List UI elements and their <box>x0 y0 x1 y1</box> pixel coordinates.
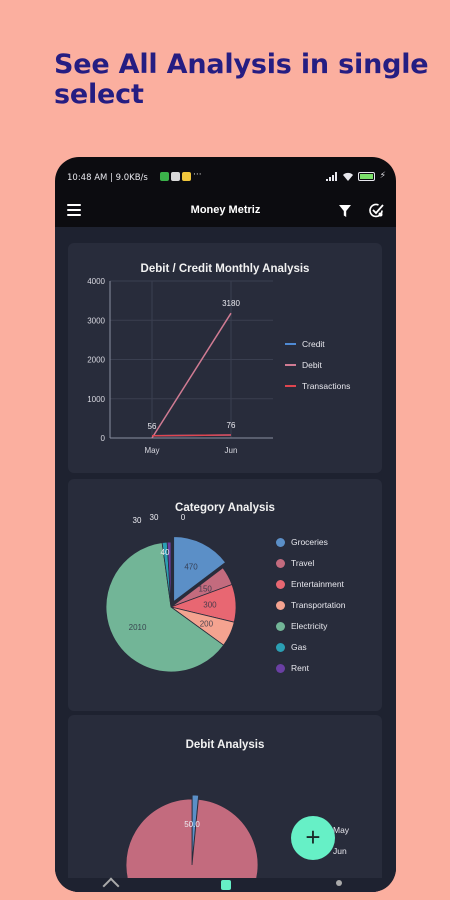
status-bar: 10:48 AM | 9.0KB/s ··· ⚡ <box>55 157 396 195</box>
debit-pie-value-label: 50.0 <box>184 820 200 829</box>
y-tick-label: 3000 <box>87 316 105 325</box>
x-tick-label: Jun <box>225 446 238 455</box>
nav-home-icon[interactable] <box>102 877 120 892</box>
debit-analysis-card: Debit Analysis 50.0 May Jun <box>68 715 382 892</box>
y-tick-label: 4000 <box>87 277 105 286</box>
notification-icon <box>182 172 191 181</box>
monthly-analysis-card: Debit / Credit Monthly Analysis 0 1000 200… <box>68 243 382 473</box>
signal-icon <box>325 171 337 181</box>
nav-profile-icon[interactable] <box>336 880 342 886</box>
legend-label: Gas <box>291 642 307 652</box>
legend-label: Electricity <box>291 621 328 631</box>
series-line-debit <box>151 312 232 439</box>
pie-slice-electricity <box>105 542 225 673</box>
legend-electricity: Electricity <box>276 621 327 631</box>
debit-card-title: Debit Analysis <box>185 739 265 751</box>
wifi-icon <box>342 172 353 181</box>
check-circle-icon[interactable] <box>368 202 385 219</box>
y-tick-label: 2000 <box>87 356 105 365</box>
legend-transactions-swatch <box>285 385 296 387</box>
legend-label: Transportation <box>291 600 346 610</box>
data-label: 56 <box>148 422 157 431</box>
notification-icon <box>171 172 180 181</box>
legend-rent: Rent <box>276 663 309 673</box>
legend-credit-swatch <box>285 343 296 345</box>
legend-entertainment: Entertainment <box>276 579 344 589</box>
pie-value-label: 2010 <box>129 623 147 632</box>
phone-frame: 10:48 AM | 9.0KB/s ··· ⚡ Money Metriz <box>55 157 396 892</box>
pie-value-label-gas: 40 <box>161 548 170 557</box>
category-card-title: Category Analysis <box>175 502 275 514</box>
data-label: 3180 <box>222 299 240 308</box>
monthly-card-title: Debit / Credit Monthly Analysis <box>140 263 310 275</box>
pie-outside-label: 30 <box>150 513 159 522</box>
legend-jun-label: Jun <box>333 846 347 856</box>
legend-transactions: Transactions <box>285 381 350 391</box>
legend-credit: Credit <box>285 339 325 349</box>
legend-label: Groceries <box>291 537 328 547</box>
legend-dot <box>276 663 285 673</box>
legend-travel: Travel <box>276 558 314 568</box>
legend-groceries: Groceries <box>276 537 328 547</box>
content-scroll[interactable]: Debit / Credit Monthly Analysis 0 1000 200… <box>55 227 396 892</box>
legend-dot <box>276 642 285 652</box>
notification-icons: ··· <box>160 170 207 181</box>
pie-value-label: 470 <box>184 563 198 572</box>
menu-icon[interactable] <box>67 204 81 216</box>
pie-value-label: 200 <box>200 619 214 628</box>
category-analysis-card: Category Analysis 470 150 300 200 2010 30 30 0 4… <box>68 479 382 711</box>
charging-icon: ⚡ <box>379 171 386 181</box>
debit-pie-slice-jun <box>125 798 259 892</box>
debit-pie-chart: 50.0 <box>125 794 259 892</box>
status-time: 10:48 AM | 9.0KB/s <box>67 173 148 183</box>
filter-icon[interactable] <box>338 204 352 218</box>
legend-label: Rent <box>291 663 309 673</box>
pie-value-label: 150 <box>199 584 213 593</box>
pie-value-label: 300 <box>203 601 217 610</box>
legend-gas: Gas <box>276 642 307 652</box>
legend-transportation: Transportation <box>276 600 346 610</box>
notification-icon <box>160 172 169 181</box>
legend-transactions-label: Transactions <box>302 381 351 391</box>
more-dots-icon: ··· <box>193 170 202 180</box>
legend-dot <box>276 579 285 589</box>
headline: See All Analysis in single select <box>54 49 429 110</box>
app-bar: Money Metriz <box>55 195 396 227</box>
pie-slice-groceries <box>173 536 227 603</box>
app-title: Money Metriz <box>190 204 261 216</box>
y-tick-label: 1000 <box>87 395 105 404</box>
battery-icon <box>357 171 375 181</box>
legend-dot <box>276 537 285 547</box>
pie-slice-rent <box>166 541 172 608</box>
data-label: 76 <box>227 421 236 430</box>
pie-outside-label: 0 <box>181 513 186 522</box>
status-right: ⚡ <box>325 171 386 181</box>
bottom-nav-bar <box>55 877 396 892</box>
pie-outside-label: 30 <box>133 516 142 525</box>
legend-may-label: May <box>333 825 350 835</box>
legend-dot <box>276 621 285 631</box>
legend-dot <box>276 600 285 610</box>
legend-dot <box>276 558 285 568</box>
add-fab-button[interactable]: + <box>291 816 335 860</box>
legend-credit-label: Credit <box>302 339 325 349</box>
legend-label: Entertainment <box>291 579 344 589</box>
series-line-transactions <box>151 434 232 437</box>
x-tick-label: May <box>144 446 159 455</box>
legend-debit-label: Debit <box>302 360 322 370</box>
y-tick-label: 0 <box>101 434 106 443</box>
nav-add-icon[interactable] <box>221 880 231 890</box>
legend-label: Travel <box>291 558 315 568</box>
monthly-line-chart: 0 1000 2000 3000 4000 May Jun 56 3180 76 <box>87 277 273 455</box>
legend-debit: Debit <box>285 360 322 370</box>
legend-debit-swatch <box>285 364 296 366</box>
